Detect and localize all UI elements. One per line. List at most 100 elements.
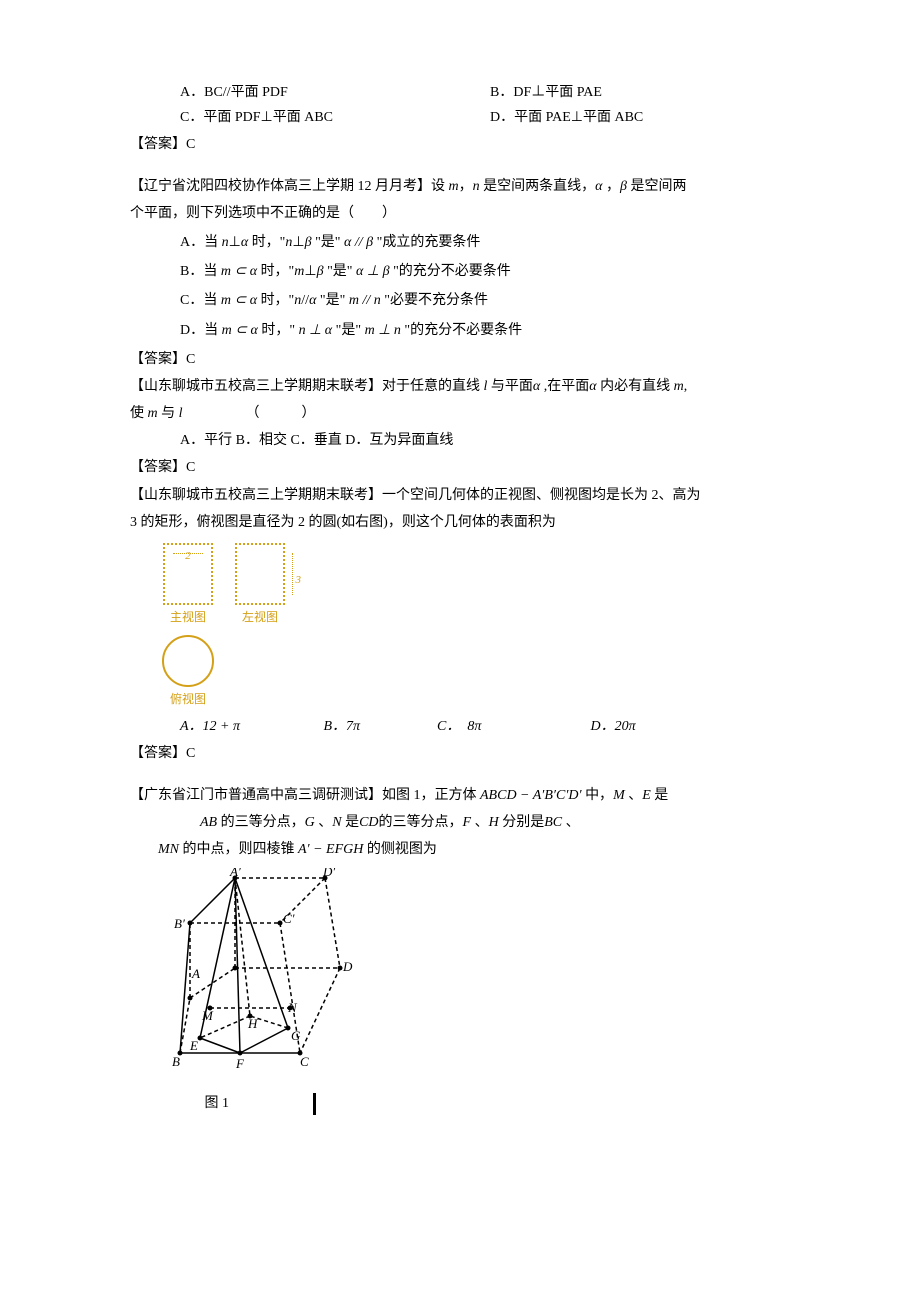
q2c-in: ⊂ <box>231 293 250 308</box>
q2d-p: ⊥ <box>306 323 325 338</box>
q2b-in: ⊂ <box>231 264 250 279</box>
q5-BC: BC <box>544 815 562 830</box>
q2a-b: β <box>305 235 312 250</box>
q4-top-circle <box>162 635 214 687</box>
q4-main-label: 主视图 <box>170 607 206 629</box>
q4-main-rect: 2 <box>163 543 213 605</box>
q2d-n: n <box>299 323 306 338</box>
q2-answer: 【答案】C <box>130 347 800 372</box>
q4-dim-arrow-right <box>292 553 293 595</box>
q2a-m2: "是" <box>312 235 344 250</box>
q2-option-c: C．当 m ⊂ α 时，"n//α "是" m // n "必要不充分条件 <box>130 288 800 313</box>
q5l2-m2: 是 <box>342 815 360 830</box>
q5-expr2: A′ − EFGH <box>298 842 363 857</box>
q4-answer: 【答案】C <box>130 741 800 766</box>
q2d-pre: D．当 <box>180 323 222 338</box>
text-cursor-icon <box>313 1093 316 1115</box>
q5-MN: MN <box>158 842 179 857</box>
q3-answer: 【答案】C <box>130 455 800 480</box>
q1-option-c: C．平面 PDF⊥平面 ABC <box>180 105 490 130</box>
q2b-p: ⊥ <box>304 264 316 279</box>
q2-t4: 是空间两 <box>627 179 687 194</box>
q2a-s: "成立的充要条件 <box>373 235 480 250</box>
q2-var-n: n <box>473 179 480 194</box>
q3-m3: 内必有直线 <box>597 379 674 394</box>
q5-E: E <box>642 788 651 803</box>
q3-source: 【山东聊城市五校高三上学期期末联考】对于任意的直线 l 与平面α ,在平面α 内… <box>130 374 800 399</box>
q2b-mid2: "是" <box>324 264 356 279</box>
q2b-mid: 时，" <box>257 264 294 279</box>
q4-option-a: A．12 + π <box>180 714 320 739</box>
svg-text:A′: A′ <box>229 868 241 879</box>
q5-H: H <box>489 815 499 830</box>
q5-d1: 、 <box>625 788 643 803</box>
q2d-s: "的充分不必要条件 <box>401 323 522 338</box>
svg-text:H: H <box>247 1016 258 1031</box>
q4-dim-height: 3 <box>296 571 302 591</box>
q2a-p: ⊥ <box>229 235 241 250</box>
q4-left-rect: 3 <box>235 543 285 605</box>
q5l3-m: 的中点，则四棱锥 <box>179 842 298 857</box>
q5l2-d: 、 <box>315 815 333 830</box>
q5-expr1: ABCD − A′B′C′D′ <box>480 788 582 803</box>
q3l2-mid: 与 <box>158 406 179 421</box>
q5-source: 【广东省江门市普通高中高三调研测试】如图 1，正方体 ABCD − A′B′C′… <box>130 783 800 808</box>
svg-text:G: G <box>291 1028 301 1043</box>
q3-c: , <box>684 379 688 394</box>
q3-pre: 【山东聊城市五校高三上学期期末联考】对于任意的直线 <box>130 379 484 394</box>
q2d-mid: 时，" <box>258 323 299 338</box>
q5-fig-label-text: 图 1 <box>205 1096 230 1111</box>
q1-answer: 【答案】C <box>130 132 800 157</box>
q2-t2: 是空间两条直线， <box>480 179 596 194</box>
q2b-p2: ⊥ <box>363 264 382 279</box>
q4-three-views: 2 主视图 3 左视图 俯视图 <box>160 543 800 710</box>
svg-text:A: A <box>191 966 200 981</box>
q2c-s: "必要不充分条件 <box>381 293 488 308</box>
q2b-pre: B．当 <box>180 264 221 279</box>
q1-option-b: B．DF⊥平面 PAE <box>490 80 800 105</box>
q4-line2: 3 的矩形，俯视图是直径为 2 的圆(如右图)，则这个几何体的表面积为 <box>130 510 800 535</box>
q2c-mid2: "是" <box>316 293 348 308</box>
svg-text:C: C <box>300 1054 309 1069</box>
q4-left-label: 左视图 <box>242 607 278 629</box>
q5l2-m4: 分别是 <box>499 815 545 830</box>
q4-views-bottom-row: 俯视图 <box>160 635 800 711</box>
q4-options: A．12 + π B．7π C． 8π D．20π <box>130 714 800 739</box>
q2-option-b: B．当 m ⊂ α 时，"m⊥β "是" α ⊥ β "的充分不必要条件 <box>130 259 800 284</box>
svg-text:E: E <box>189 1038 198 1053</box>
q2-source-prefix: 【辽宁省沈阳四校协作体高三上学期 12 月月考】设 <box>130 179 449 194</box>
q5-F: F <box>463 815 472 830</box>
q2d-n2: n <box>394 323 401 338</box>
q3-m1: 与平面 <box>487 379 533 394</box>
cube-diagram-icon: A′D′ B′C′ AD BC MN EF GH <box>160 868 360 1078</box>
q1-option-d: D．平面 PAE⊥平面 ABC <box>490 105 800 130</box>
q2a-n: n <box>222 235 229 250</box>
svg-text:B′: B′ <box>174 916 185 931</box>
q2d-p2: ⊥ <box>375 323 394 338</box>
q5l3-s: 的侧视图为 <box>363 842 437 857</box>
q5-fig-label: 图 1 <box>160 1087 360 1116</box>
q4-dim-width: 2 <box>185 547 191 567</box>
q2d-m: m <box>222 323 232 338</box>
q2b-a: α <box>250 264 257 279</box>
q2b-m: m <box>221 264 231 279</box>
q4-top-label: 俯视图 <box>170 689 206 711</box>
q2-var-m: m <box>449 179 459 194</box>
q5-pre: 【广东省江门市普通高中高三调研测试】如图 1，正方体 <box>130 788 480 803</box>
q5-line3: MN 的中点，则四棱锥 A′ − EFGH 的侧视图为 <box>130 837 800 862</box>
q5-AB: AB <box>200 815 217 830</box>
q2-source: 【辽宁省沈阳四校协作体高三上学期 12 月月考】设 m，n 是空间两条直线，α … <box>130 174 800 199</box>
q3-a2: α <box>589 379 596 394</box>
q2c-pre: C．当 <box>180 293 221 308</box>
q2c-m: m <box>221 293 231 308</box>
q2-line2: 个平面，则下列选项中不正确的是（ ） <box>130 201 800 226</box>
q4-option-d: D．20π <box>591 714 636 739</box>
q5l2-s: 、 <box>562 815 580 830</box>
q5-N: N <box>332 815 341 830</box>
q2d-a: α <box>250 323 257 338</box>
q5l2-pre <box>130 815 200 830</box>
q2a-m: 时，" <box>248 235 285 250</box>
q5-s1: 是 <box>651 788 669 803</box>
q1-option-a: A．BC//平面 PDF <box>180 80 490 105</box>
q4-source: 【山东聊城市五校高三上学期期末联考】一个空间几何体的正视图、侧视图均是长为 2、… <box>130 483 800 508</box>
